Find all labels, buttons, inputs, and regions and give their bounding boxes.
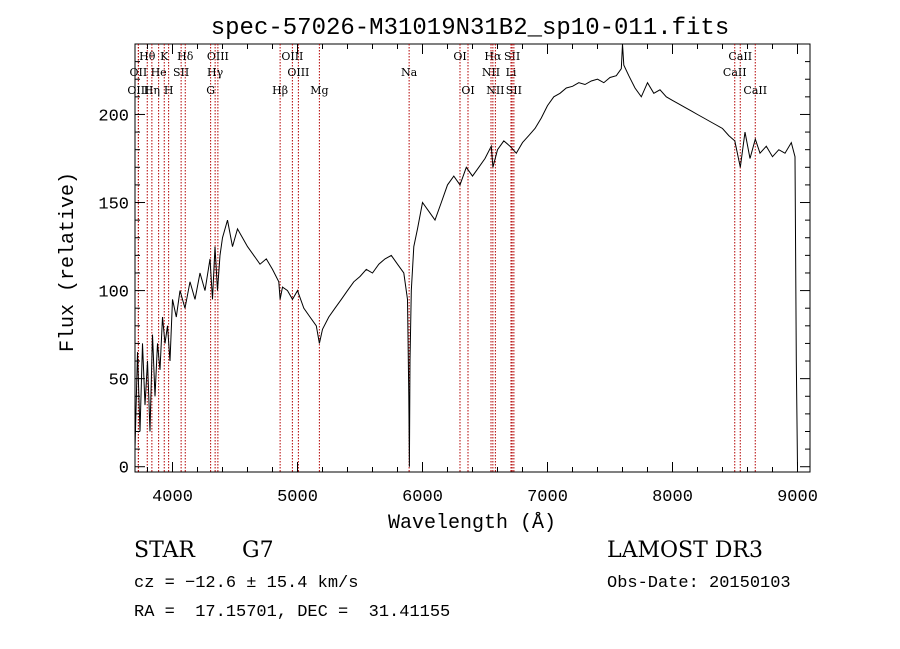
plot-frame [134, 43, 811, 473]
y-tick-label: 0 [119, 460, 129, 479]
x-axis-label: Wavelength (Å) [388, 512, 556, 535]
line-marker-label: Li [506, 66, 517, 79]
line-marker-label: He [151, 66, 167, 79]
line-marker-label: CaII [728, 50, 752, 63]
line-marker-label: OIII [287, 66, 309, 79]
x-tick-label: 6000 [402, 488, 443, 507]
line-marker-label: CaII [743, 84, 767, 97]
line-marker-label: OIII [207, 50, 229, 63]
line-marker-label: Hβ [272, 84, 288, 97]
y-tick-label: 200 [98, 107, 129, 126]
line-marker-label: SII [173, 66, 189, 79]
y-axis-label: Flux (relative) [57, 172, 80, 352]
line-marker-label: K [160, 50, 169, 63]
line-marker-label: Hθ [139, 50, 156, 63]
coordinates: RA = 17.15701, DEC = 31.41155 [134, 603, 451, 622]
object-subclass: G7 [242, 538, 274, 563]
x-tick-label: 4000 [152, 488, 193, 507]
y-tick-label: 100 [98, 284, 129, 303]
line-marker-label: NII [482, 66, 500, 79]
line-marker-label: H [164, 84, 174, 97]
x-tick-label: 7000 [527, 488, 568, 507]
line-marker-label: OI [461, 84, 474, 97]
object-class: STAR [134, 538, 195, 563]
line-marker-label: SII [506, 84, 522, 97]
x-tick-label: 8000 [652, 488, 693, 507]
line-marker-label: CaII [723, 66, 747, 79]
line-marker-label: OIII [127, 84, 149, 97]
axis-ticks: 4000 5000 6000 7000 8000 9000 0 50 100 150 200 [98, 44, 818, 507]
chart-title: spec-57026-M31019N31B2_sp10-011.fits [211, 15, 729, 42]
x-tick-label: 5000 [277, 488, 318, 507]
obs-date: Obs-Date: 20150103 [607, 574, 791, 593]
line-marker-label: OI [453, 50, 466, 63]
spectrum-line [134, 43, 798, 467]
y-tick-label: 50 [109, 372, 129, 391]
line-marker-label: Mg [310, 84, 328, 97]
line-marker-label: Hα [484, 50, 502, 63]
x-tick-label: 9000 [777, 488, 818, 507]
y-tick-label: 150 [98, 196, 129, 215]
line-marker-label: Na [401, 66, 418, 79]
line-marker-label: SII [504, 50, 520, 63]
survey-name: LAMOST DR3 [607, 538, 763, 563]
line-marker-label: Hγ [207, 66, 224, 79]
line-marker-label: G [206, 84, 215, 97]
line-marker-label: NII [486, 84, 504, 97]
line-marker-label: Hδ [177, 50, 194, 63]
redshift-text: cz = −12.6 ± 15.4 km/s [134, 574, 359, 593]
line-marker-label: Hη [144, 84, 160, 97]
line-marker-label: OIII [281, 50, 303, 63]
